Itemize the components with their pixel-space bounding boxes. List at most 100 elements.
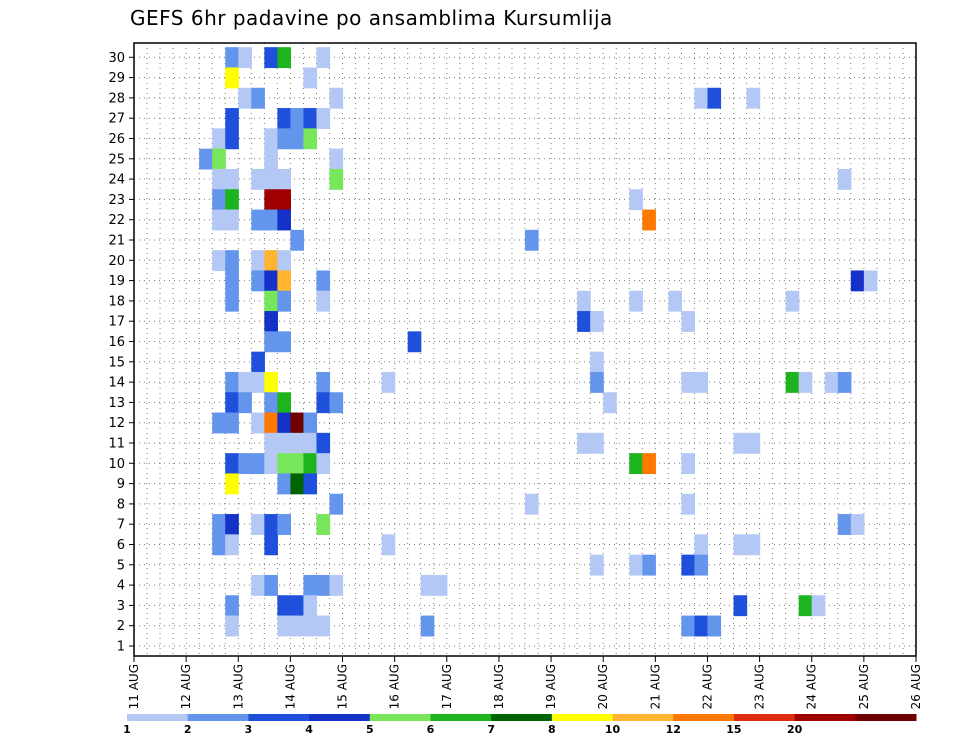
- heatmap-cell: [264, 574, 278, 596]
- x-tick-label: 14 AUG: [283, 664, 297, 709]
- heatmap-cell: [590, 554, 604, 576]
- heatmap-cell: [329, 493, 344, 515]
- y-tick-label: 22: [108, 213, 125, 228]
- heatmap-cell: [277, 189, 291, 211]
- x-tick-label: 11 AUG: [127, 664, 141, 709]
- heatmap-cell: [212, 514, 226, 535]
- heatmap-cell: [837, 371, 852, 393]
- colorbar-swatch: [127, 714, 189, 721]
- x-axis: 11 AUG 12 AUG 13 AUG 14 AUG 15 AUG 16 AUG 17 A…: [127, 656, 923, 709]
- heatmap-cell: [212, 412, 226, 434]
- heatmap-cell: [225, 67, 239, 89]
- colorbar-label: 15: [726, 723, 741, 736]
- heatmap-cell: [798, 371, 813, 393]
- y-tick-label: 5: [117, 558, 125, 573]
- heatmap-cell: [225, 514, 239, 535]
- heatmap-cell: [811, 595, 826, 617]
- heatmap-cell: [225, 412, 239, 434]
- heatmap-cell: [824, 371, 839, 393]
- y-tick-label: 24: [108, 173, 125, 188]
- colorbar-label: 12: [666, 723, 681, 736]
- heatmap-cell: [251, 351, 265, 373]
- heatmap-cell: [694, 554, 709, 576]
- heatmap-cell: [316, 574, 331, 596]
- heatmap-cell: [290, 595, 305, 617]
- y-tick-label: 15: [108, 355, 125, 370]
- heatmap-cell: [238, 453, 252, 475]
- heatmap-cell: [277, 392, 291, 414]
- heatmap-cell: [277, 128, 291, 150]
- heatmap-cell: [277, 432, 291, 454]
- heatmap-cell: [212, 189, 226, 211]
- heatmap-cell: [290, 615, 305, 637]
- heatmap-cell: [212, 168, 226, 190]
- heatmap-cell: [264, 250, 278, 272]
- heatmap-cell: [264, 453, 278, 475]
- heatmap-cell: [251, 168, 265, 190]
- colorbar-swatch: [673, 714, 735, 721]
- colorbar-label: 7: [487, 723, 495, 736]
- heatmap-cell: [525, 493, 539, 515]
- heatmap-cell: [251, 453, 265, 475]
- heatmap-cell: [212, 128, 226, 150]
- y-tick-label: 6: [117, 538, 125, 553]
- heatmap-cell: [212, 250, 226, 272]
- heatmap-cell: [225, 128, 239, 150]
- heatmap-cell: [251, 209, 265, 231]
- heatmap-cell: [199, 148, 213, 170]
- colorbar-label: 2: [184, 723, 192, 736]
- heatmap-cell: [251, 514, 265, 535]
- chart-title: GEFS 6hr padavine po ansamblima Kursumli…: [130, 6, 613, 30]
- y-tick-label: 25: [108, 152, 125, 167]
- heatmap-cell: [590, 351, 604, 373]
- x-tick-label: 16 AUG: [388, 664, 402, 709]
- heatmap-cell: [264, 392, 278, 414]
- heatmap-cell: [264, 47, 278, 69]
- heatmap-cell: [225, 108, 239, 129]
- heatmap-cell: [303, 473, 318, 495]
- heatmap-cell: [251, 270, 265, 292]
- heatmap-cell: [277, 453, 291, 475]
- heatmap-cell: [642, 209, 656, 231]
- heatmap-cell: [277, 270, 291, 292]
- heatmap-cell: [329, 574, 344, 596]
- y-tick-label: 18: [108, 294, 125, 309]
- heatmap-cell: [225, 473, 239, 495]
- colorbar-swatch: [248, 714, 310, 721]
- heatmap-cell: [303, 128, 318, 150]
- x-tick-label: 26 AUG: [909, 664, 923, 709]
- heatmap-cell: [251, 371, 265, 393]
- heatmap-cell: [329, 392, 344, 414]
- heatmap-cell: [225, 615, 239, 637]
- heatmap-cell: [277, 514, 291, 535]
- y-tick-label: 8: [117, 497, 125, 512]
- heatmap-cell: [277, 47, 291, 69]
- heatmap-cell: [837, 514, 852, 535]
- heatmap-cell: [290, 432, 305, 454]
- heatmap-cell: [798, 595, 813, 617]
- heatmap-cell: [225, 534, 239, 556]
- heatmap-cell: [290, 412, 305, 434]
- y-tick-label: 10: [108, 457, 125, 472]
- x-tick-label: 24 AUG: [805, 664, 819, 709]
- heatmap-cell: [225, 290, 239, 312]
- heatmap-cell: [277, 209, 291, 231]
- heatmap-cell: [733, 534, 748, 556]
- heatmap-cell: [577, 432, 591, 454]
- y-tick-label: 23: [108, 193, 125, 208]
- heatmap-cell: [746, 534, 761, 556]
- heatmap-cell: [303, 412, 318, 434]
- heatmap-cell: [277, 595, 291, 617]
- y-tick-label: 1: [117, 640, 125, 655]
- colorbar-swatch: [369, 714, 431, 721]
- colorbar-swatch: [794, 714, 856, 721]
- colorbar-label: 20: [787, 723, 803, 736]
- y-tick-label: 28: [108, 91, 125, 106]
- heatmap-cell: [225, 209, 239, 231]
- heatmap-cell: [681, 615, 696, 637]
- y-tick-label: 27: [108, 112, 125, 127]
- x-tick-label: 13 AUG: [231, 664, 245, 709]
- heatmap-cell: [316, 432, 331, 454]
- heatmap-cell: [316, 392, 331, 414]
- colorbar-swatch: [430, 714, 492, 721]
